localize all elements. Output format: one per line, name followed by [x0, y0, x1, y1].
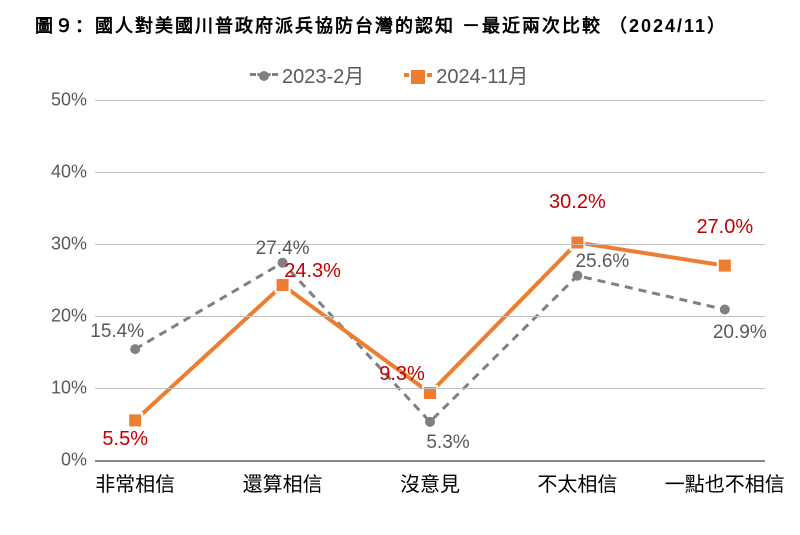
y-gridline	[95, 100, 765, 101]
y-tick-label: 0%	[61, 450, 95, 471]
legend-label-2: 2024-11月	[436, 60, 528, 89]
y-gridline	[95, 244, 765, 245]
data-label: 20.9%	[713, 322, 767, 344]
y-tick-label: 40%	[51, 162, 95, 183]
y-tick-label: 30%	[51, 234, 95, 255]
data-label: 5.3%	[426, 432, 469, 454]
x-tick-label: 還算相信	[243, 460, 323, 497]
chart-title: 圖９：國人對美國川普政府派兵協防台灣的認知 －最近兩次比較 （2024/11）	[35, 12, 727, 38]
x-tick-label: 不太相信	[537, 460, 617, 497]
plot-area: 0%10%20%30%40%50%非常相信還算相信沒意見不太相信一點也不相信15…	[95, 100, 765, 462]
data-label: 27.4%	[256, 238, 310, 260]
y-gridline	[95, 172, 765, 173]
x-tick-label: 一點也不相信	[665, 460, 785, 497]
chart-container: 圖９：國人對美國川普政府派兵協防台灣的認知 －最近兩次比較 （2024/11） …	[0, 0, 800, 535]
legend-item-1: 2023-2月	[250, 60, 364, 89]
y-tick-label: 50%	[51, 90, 95, 111]
y-gridline	[95, 388, 765, 389]
y-tick-label: 20%	[51, 306, 95, 327]
data-label: 27.0%	[696, 216, 753, 239]
circle-marker-icon	[259, 71, 269, 81]
data-label: 30.2%	[549, 191, 606, 214]
data-label: 24.3%	[284, 260, 341, 283]
data-label: 15.4%	[90, 321, 144, 343]
chart-svg	[95, 100, 765, 460]
legend-item-2: 2024-11月	[404, 60, 528, 89]
y-tick-label: 10%	[51, 378, 95, 399]
data-label: 25.6%	[575, 251, 629, 273]
data-label: 9.3%	[379, 363, 425, 386]
legend: 2023-2月 2024-11月	[250, 60, 528, 89]
legend-swatch-1	[250, 73, 278, 76]
y-gridline	[95, 316, 765, 317]
square-marker-icon	[409, 68, 427, 86]
legend-label-1: 2023-2月	[282, 60, 364, 89]
x-tick-label: 非常相信	[95, 460, 175, 497]
data-label: 5.5%	[102, 428, 148, 451]
x-tick-label: 沒意見	[400, 460, 460, 497]
legend-swatch-2	[404, 73, 432, 77]
